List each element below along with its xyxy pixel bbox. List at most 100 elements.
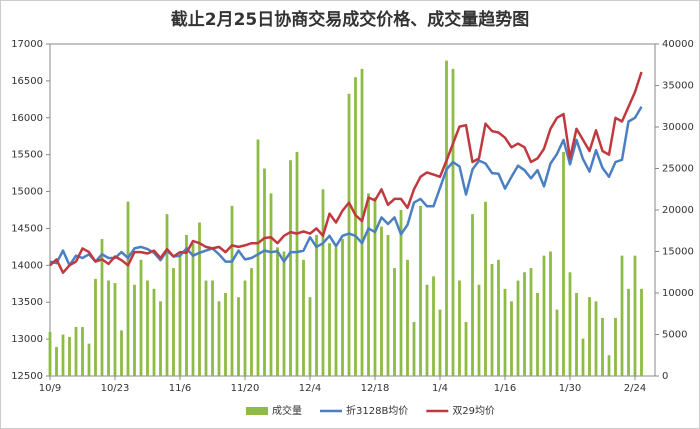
bar [484, 201, 487, 376]
legend-label: 成交量 [272, 404, 302, 417]
y2-tick-label: 35000 [662, 81, 694, 92]
bar [445, 60, 448, 376]
bar [217, 301, 221, 376]
bar [360, 68, 364, 377]
bar [633, 255, 637, 376]
bar [250, 268, 253, 376]
bar [230, 205, 234, 376]
bar [458, 280, 461, 376]
bar [172, 268, 175, 376]
bar [224, 293, 227, 376]
bar [81, 327, 84, 376]
bar [178, 255, 182, 376]
y2-tick-label: 25000 [662, 164, 694, 175]
bar [308, 297, 312, 376]
bar [419, 205, 422, 376]
legend-label: 双29均价 [452, 405, 495, 417]
bar [198, 222, 201, 376]
bar [438, 309, 442, 376]
x-tick-label: 1/16 [494, 383, 516, 394]
bar [126, 201, 130, 376]
bar [334, 247, 338, 376]
bar [380, 226, 383, 376]
bar [386, 234, 390, 376]
bar [477, 284, 481, 376]
bar [536, 293, 539, 376]
bar [328, 243, 331, 376]
x-tick-label: 1/30 [559, 383, 581, 394]
bar [575, 293, 578, 376]
bar [497, 259, 500, 376]
bar [549, 251, 552, 376]
y2-tick-label: 30000 [662, 122, 694, 133]
bar [139, 259, 143, 376]
bar [295, 151, 299, 376]
bar [133, 284, 136, 376]
bar [490, 263, 494, 376]
bar [204, 280, 208, 376]
bar [581, 338, 585, 376]
bar [55, 346, 58, 376]
bar [542, 255, 546, 376]
bar [282, 251, 286, 376]
y-tick-label: 12500 [11, 371, 43, 382]
bar [620, 255, 624, 376]
bar [159, 301, 162, 376]
bar [607, 355, 611, 376]
y-tick-label: 17000 [11, 39, 43, 50]
bar [406, 259, 409, 376]
bar [614, 317, 617, 376]
bar [94, 278, 97, 376]
bar [627, 288, 630, 376]
bar [256, 139, 260, 376]
y2-tick-label: 5000 [662, 330, 687, 341]
bar [425, 284, 429, 376]
bar [107, 280, 110, 376]
bar [412, 322, 416, 376]
bar [568, 272, 572, 376]
bar [471, 214, 474, 376]
bar [48, 332, 52, 376]
bar [367, 193, 370, 376]
bar [243, 280, 247, 376]
bar [523, 272, 526, 376]
x-tick-label: 2/24 [624, 383, 646, 394]
y-tick-label: 14000 [11, 260, 43, 271]
bar [529, 268, 533, 376]
x-tick-label: 10/9 [39, 383, 61, 394]
y-tick-label: 16500 [11, 76, 43, 87]
y-tick-label: 14500 [11, 223, 43, 234]
y2-tick-label: 0 [662, 371, 668, 382]
y2-tick-label: 15000 [662, 247, 694, 258]
y-tick-label: 16000 [11, 113, 43, 124]
x-tick-label: 12/18 [361, 383, 390, 394]
chart-title: 截止2月25日协商交易成交价格、成交量趋势图 [171, 9, 530, 30]
bar [373, 197, 377, 376]
bar [211, 280, 214, 376]
y2-tick-label: 10000 [662, 288, 694, 299]
bar [152, 288, 156, 376]
bar [594, 301, 598, 376]
bar [289, 160, 292, 376]
x-tick-label: 11/20 [231, 383, 260, 394]
bar [269, 193, 273, 376]
bar [146, 280, 149, 376]
bar [393, 268, 396, 376]
bar [276, 247, 279, 376]
bar [510, 301, 513, 376]
bar [120, 330, 123, 376]
legend-label: 折3128B均价 [346, 404, 408, 417]
bar [302, 259, 305, 376]
bar [354, 77, 357, 376]
y-tick-label: 13000 [11, 334, 43, 345]
bar [341, 239, 344, 376]
bar [516, 280, 520, 376]
bar [237, 297, 240, 376]
bar [432, 276, 435, 376]
x-tick-label: 12/4 [299, 383, 321, 394]
bar [263, 168, 266, 376]
bar [321, 189, 325, 376]
x-tick-label: 11/6 [169, 383, 191, 394]
bar [399, 210, 403, 376]
